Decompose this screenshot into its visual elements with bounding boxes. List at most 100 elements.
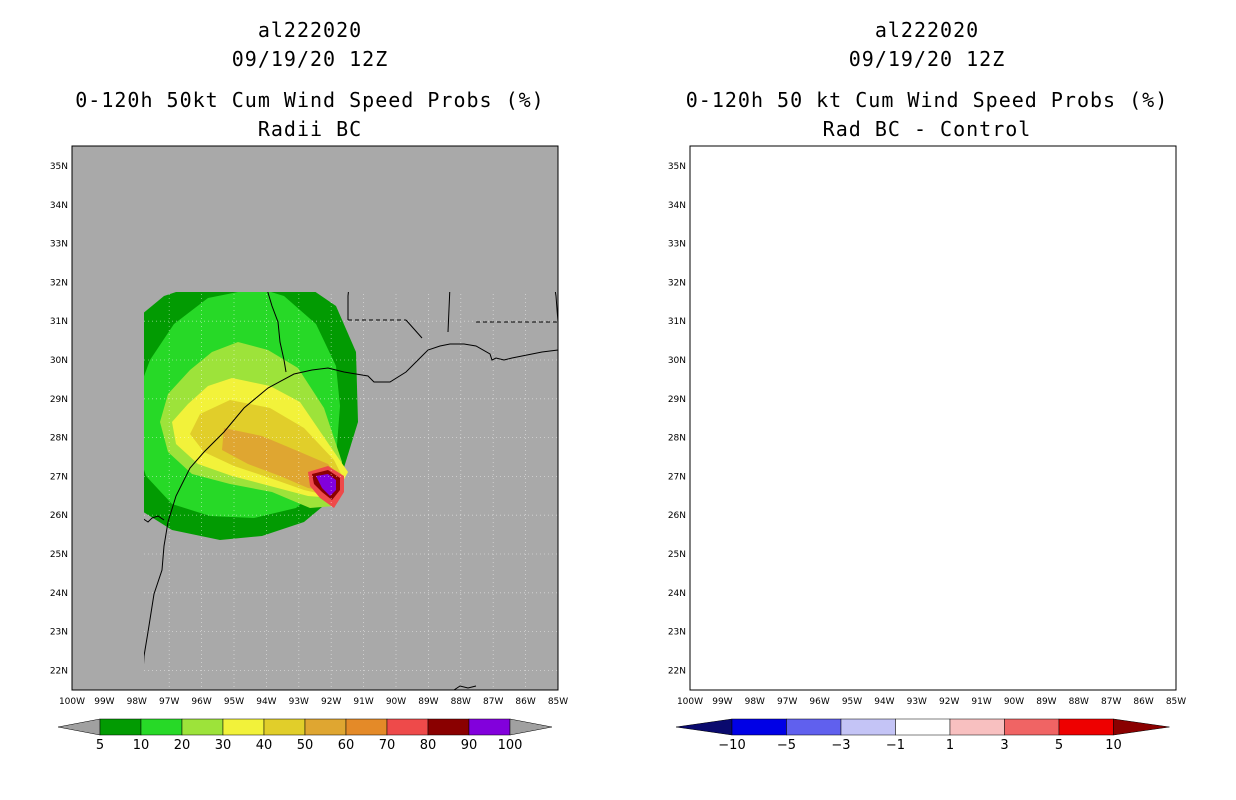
right-colorbar-high-arrow	[1113, 718, 1170, 736]
left-lon-label: 87W	[483, 697, 503, 707]
left-lon-label: 91W	[353, 697, 373, 707]
left-lat-label: 34N	[50, 201, 68, 211]
left-lat-label: 23N	[50, 628, 68, 638]
right-colorbar-swatch	[840, 718, 896, 736]
right-colorbar-swatch	[786, 718, 842, 736]
left-lon-label: 88W	[451, 697, 471, 707]
right-lon-label: 86W	[1133, 697, 1153, 707]
right-colorbar-label: 3	[1000, 738, 1008, 753]
left-lat-label: 26N	[50, 511, 68, 521]
right-lon-label: 94W	[874, 697, 894, 707]
left-colorbar-label: 50	[297, 738, 314, 753]
right-lat-label: 30N	[668, 356, 686, 366]
left-lon-label: 99W	[94, 697, 114, 707]
left-lat-label: 30N	[50, 356, 68, 366]
right-lat-label: 25N	[668, 550, 686, 560]
left-lat-label: 24N	[50, 589, 68, 599]
right-lat-label: 34N	[668, 201, 686, 211]
left-colorbar-label: 20	[174, 738, 191, 753]
right-lon-label: 93W	[907, 697, 927, 707]
right-colorbar-swatch	[895, 718, 951, 736]
left-chart-subtitle: Radii BC	[257, 117, 363, 141]
left-lon-label: 97W	[159, 697, 179, 707]
left-lon-label: 86W	[515, 697, 535, 707]
left-colorbar-swatch	[304, 718, 347, 736]
left-colorbar-label: 10	[133, 738, 150, 753]
left-colorbar-swatch	[345, 718, 388, 736]
left-colorbar-label: 70	[379, 738, 396, 753]
right-lon-label: 89W	[1036, 697, 1056, 707]
right-colorbar-label: −5	[777, 738, 796, 753]
left-lat-label: 29N	[50, 395, 68, 405]
right-lon-label: 95W	[842, 697, 862, 707]
left-lat-label: 35N	[50, 162, 68, 172]
right-lat-label: 26N	[668, 511, 686, 521]
right-colorbar-swatch	[949, 718, 1005, 736]
right-lat-label: 32N	[668, 278, 686, 288]
left-colorbar-label: 90	[461, 738, 478, 753]
right-lat-label: 27N	[668, 472, 686, 482]
left-colorbar-label: 100	[498, 738, 523, 753]
left-chart-title: 0-120h 50kt Cum Wind Speed Probs (%)	[75, 88, 545, 112]
left-colorbar-swatch	[427, 718, 470, 736]
right-colorbar-label: −3	[831, 738, 850, 753]
right-lat-label: 33N	[668, 240, 686, 250]
right-lat-label: 22N	[668, 666, 686, 676]
left-colorbar-label: 60	[338, 738, 355, 753]
left-lon-label: 95W	[224, 697, 244, 707]
right-colorbar-swatch	[731, 718, 787, 736]
right-map	[689, 145, 1177, 691]
right-lon-label: 100W	[677, 697, 703, 707]
right-colorbar-swatch	[1004, 718, 1060, 736]
left-lon-label: 93W	[289, 697, 309, 707]
right-colorbar-low-arrow	[675, 718, 733, 736]
left-lon-label: 90W	[386, 697, 406, 707]
right-colorbar-label: 5	[1055, 738, 1063, 753]
right-colorbar-label: 1	[946, 738, 954, 753]
right-lat-label: 24N	[668, 589, 686, 599]
left-colorbar-label: 30	[215, 738, 232, 753]
right-chart-title: 0-120h 50 kt Cum Wind Speed Probs (%)	[685, 88, 1169, 112]
right-title-block: al222020 09/19/20 12Z 0-120h 50 kt Cum W…	[637, 16, 1217, 144]
right-chart-subtitle: Rad BC - Control	[822, 117, 1032, 141]
left-lat-label: 33N	[50, 240, 68, 250]
right-lat-label: 23N	[668, 628, 686, 638]
left-lon-label: 94W	[256, 697, 276, 707]
right-lon-label: 85W	[1166, 697, 1186, 707]
left-colorbar: 5 10 20 30 40 50 60 70 80 90 100	[57, 718, 553, 753]
right-lon-label: 99W	[712, 697, 732, 707]
left-lon-label: 100W	[59, 697, 85, 707]
right-colorbar-label: −10	[718, 738, 745, 753]
right-colorbar: −10 −5 −3 −1 1 3 5 10	[675, 718, 1170, 753]
left-colorbar-label: 40	[256, 738, 273, 753]
left-colorbar-swatch	[222, 718, 265, 736]
left-lat-label: 32N	[50, 278, 68, 288]
left-colorbar-swatch	[263, 718, 306, 736]
right-lon-label: 96W	[809, 697, 829, 707]
left-axis-labels: 35N 34N 33N 32N 31N 30N 29N 28N 27N 26N 25N 24N 23N 2…	[50, 162, 568, 707]
left-lat-label: 22N	[50, 666, 68, 676]
left-colorbar-label: 80	[420, 738, 437, 753]
right-lat-label: 28N	[668, 434, 686, 444]
left-lon-label: 89W	[418, 697, 438, 707]
right-lon-label: 98W	[745, 697, 765, 707]
left-lon-label: 96W	[191, 697, 211, 707]
left-colorbar-swatch	[468, 718, 511, 736]
right-lon-label: 90W	[1004, 697, 1024, 707]
left-lon-label: 92W	[321, 697, 341, 707]
left-colorbar-label: 5	[96, 738, 104, 753]
left-lat-label: 27N	[50, 472, 68, 482]
left-lat-label: 25N	[50, 550, 68, 560]
left-lat-label: 28N	[50, 434, 68, 444]
left-colorbar-swatch	[181, 718, 224, 736]
right-datetime: 09/19/20 12Z	[848, 47, 1006, 71]
left-colorbar-swatch	[99, 718, 142, 736]
left-lat-label: 31N	[50, 317, 68, 327]
left-colorbar-low-arrow	[57, 718, 101, 736]
right-axis-labels: 35N 34N 33N 32N 31N 30N 29N 28N 27N 26N 25N 24N 23N 2…	[668, 162, 1186, 707]
left-colorbar-high-arrow	[509, 718, 553, 736]
right-lat-label: 29N	[668, 395, 686, 405]
right-lon-label: 91W	[971, 697, 991, 707]
right-storm-id: al222020	[874, 18, 980, 42]
